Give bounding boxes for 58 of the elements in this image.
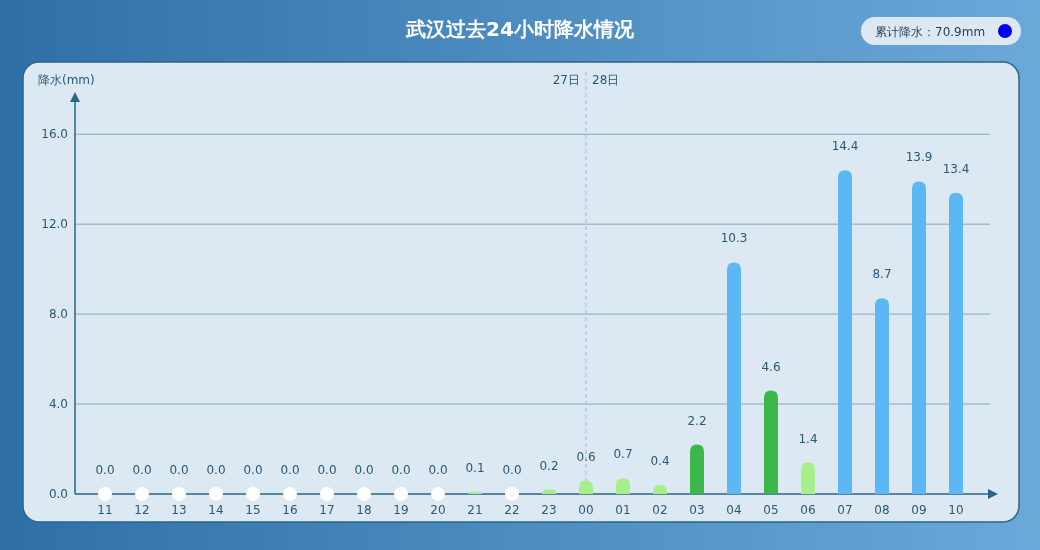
x-tick-label: 03: [689, 503, 705, 517]
data-label: 13.4: [942, 161, 970, 176]
text: 累计降水：70.9mm: [875, 25, 986, 39]
y-tick-label: 4.0: [48, 397, 68, 412]
x-tick-label: 20: [430, 503, 446, 517]
x-tick-label: 22: [504, 503, 520, 517]
y-tick-label: 0.0: [48, 487, 68, 501]
y-tick-label: 12.0: [41, 217, 68, 232]
x-tick-label: 16: [282, 503, 298, 517]
data-label: 0.0: [502, 463, 522, 477]
x-tick-label: 17: [319, 503, 335, 517]
x-tick-label: 11: [97, 503, 113, 517]
y-axis-title: 降水(mm): [38, 73, 95, 87]
data-label: 0.0: [317, 463, 337, 477]
x-tick-label: 18: [356, 503, 372, 517]
chart-title: 武汉过去24小时降水情况: [405, 17, 635, 41]
data-label: 0.0: [132, 463, 152, 477]
data-label: 1.4: [798, 431, 818, 446]
data-label: 0.6: [576, 449, 596, 464]
x-tick-label: 00: [578, 503, 594, 517]
data-label: 0.0: [95, 463, 115, 477]
x-tick-label: 09: [911, 503, 927, 517]
x-tick-label: 14: [208, 503, 224, 517]
data-label: 0.0: [169, 463, 189, 477]
x-tick-label: 04: [726, 503, 742, 517]
x-tick-label: 12: [134, 503, 150, 517]
annotation: 27日: [552, 73, 580, 87]
x-tick-label: 13: [171, 503, 187, 517]
y-tick-label: 16.0: [41, 127, 68, 142]
data-label: 0.1: [465, 460, 485, 475]
data-label: 0.0: [280, 463, 300, 477]
x-tick-label: 07: [837, 503, 853, 517]
data-label: 0.0: [354, 463, 374, 477]
data-label: 13.9: [905, 150, 933, 165]
data-label: 0.4: [650, 454, 670, 469]
x-tick-label: 10: [948, 503, 964, 517]
x-tick-label: 01: [615, 503, 631, 517]
data-label: 0.2: [539, 458, 559, 473]
data-label: 0.0: [243, 463, 263, 477]
x-tick-label: 02: [652, 503, 668, 517]
data-label: 4.6: [761, 359, 781, 374]
ref-line-label: 28日: [592, 73, 620, 87]
data-label: 0.0: [206, 463, 226, 477]
data-label: 14.4: [831, 139, 859, 154]
y-tick-label: 8.0: [48, 307, 68, 322]
x-tick-label: 21: [467, 503, 483, 517]
data-label: 10.3: [720, 231, 748, 246]
x-tick-label: 23: [541, 503, 557, 517]
x-tick-label: 05: [763, 503, 779, 517]
data-label: 8.7: [872, 267, 892, 282]
x-tick-label: 19: [393, 503, 409, 517]
data-label: 0.0: [391, 463, 411, 477]
x-tick-label: 15: [245, 503, 261, 517]
x-tick-label: 08: [874, 503, 890, 517]
data-label: 0.0: [428, 463, 448, 477]
data-label: 2.2: [687, 413, 707, 428]
data-label: 0.7: [613, 447, 633, 462]
x-tick-label: 06: [800, 503, 816, 517]
